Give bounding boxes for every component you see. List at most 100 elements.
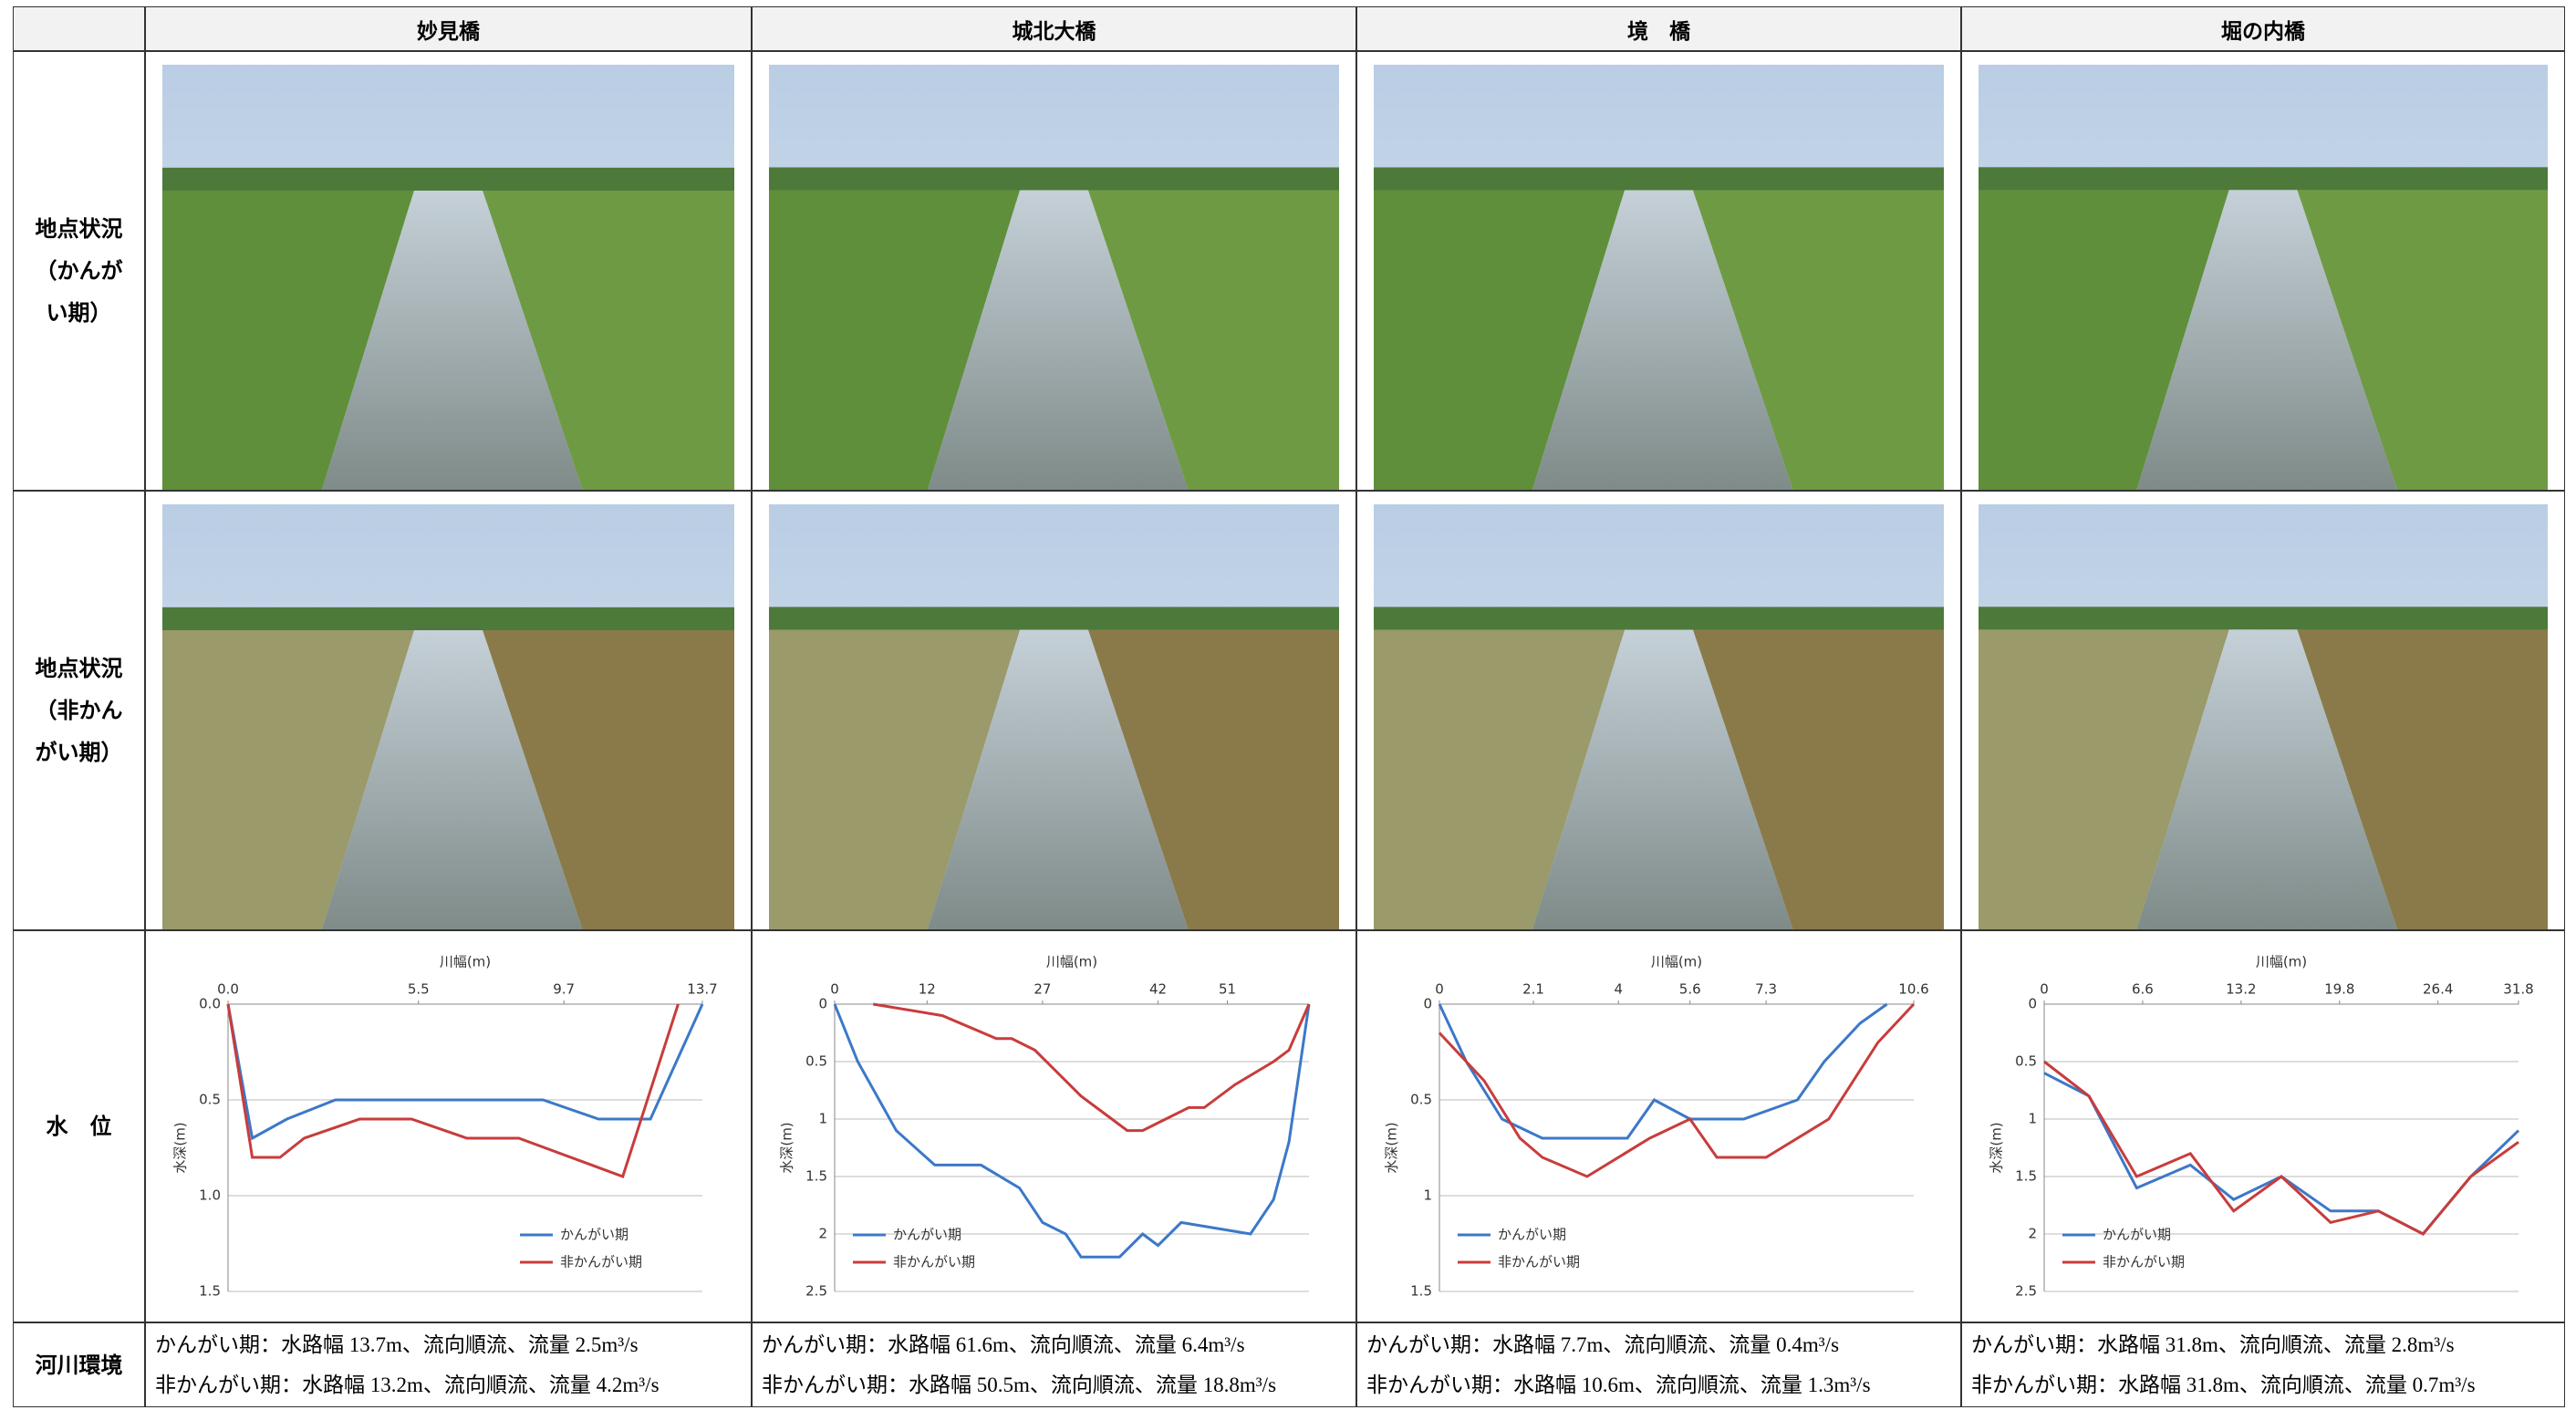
y-tick-label: 0	[818, 996, 827, 1012]
photo-cell	[1356, 491, 1961, 930]
y-tick-label: 1	[2028, 1111, 2037, 1127]
y-tick-label: 0.5	[199, 1092, 221, 1108]
site-photo	[769, 504, 1339, 930]
site-photo	[769, 65, 1339, 491]
page: 妙見橋城北大橋境 橋堀の内橋地点状況（かんがい期）地点状況（非かんがい期）水 位…	[0, 0, 2576, 1410]
x-tick-label: 6.6	[2132, 981, 2154, 998]
x-axis-label: 川幅(m)	[440, 954, 491, 970]
y-tick-label: 2	[2028, 1226, 2037, 1242]
x-tick-label: 5.5	[408, 981, 430, 998]
site-photo	[1979, 65, 2548, 491]
legend-label: かんがい期	[560, 1227, 628, 1243]
legend-label: 非かんがい期	[1498, 1254, 1580, 1270]
site-photo	[162, 504, 734, 930]
x-tick-label: 0	[830, 981, 839, 998]
x-tick-label: 12	[919, 981, 936, 998]
y-tick-label: 1	[1423, 1187, 1432, 1204]
column-header: 城北大橋	[752, 6, 1356, 51]
row-label: 地点状況（非かんがい期）	[13, 491, 145, 930]
y-tick-label: 0.5	[1410, 1092, 1432, 1108]
x-axis-label: 川幅(m)	[2256, 954, 2307, 970]
x-tick-label: 0	[2040, 981, 2049, 998]
x-tick-label: 27	[1034, 981, 1051, 998]
x-axis-label: 川幅(m)	[1651, 954, 1702, 970]
x-tick-label: 31.8	[2503, 981, 2533, 998]
environment-text: かんがい期：水路幅 7.7m、流向順流、流量 0.4m³/s	[1366, 1325, 1951, 1365]
series-line	[1439, 1004, 1914, 1177]
photo-cell	[1356, 51, 1961, 491]
x-tick-label: 13.2	[2226, 981, 2256, 998]
environment-text: かんがい期：水路幅 31.8m、流向順流、流量 2.8m³/s	[1971, 1325, 2555, 1365]
y-axis-label: 水深(m)	[1384, 1122, 1400, 1173]
row-label: 水 位	[13, 930, 145, 1322]
y-tick-label: 2	[818, 1226, 827, 1242]
series-line	[2044, 1073, 2519, 1234]
corner-cell	[13, 6, 145, 51]
environment-text: 非かんがい期：水路幅 50.5m、流向順流、流量 18.8m³/s	[762, 1365, 1346, 1405]
y-axis-label: 水深(m)	[779, 1122, 795, 1173]
row-label: 河川環境	[13, 1322, 145, 1407]
series-line	[228, 1004, 702, 1138]
y-tick-label: 1	[818, 1111, 827, 1127]
y-tick-label: 0.5	[805, 1053, 827, 1070]
photo-cell	[752, 491, 1356, 930]
column-header: 境 橋	[1356, 6, 1961, 51]
legend-label: 非かんがい期	[2103, 1254, 2185, 1270]
legend-label: 非かんがい期	[893, 1254, 975, 1270]
x-tick-label: 19.8	[2324, 981, 2354, 998]
y-tick-label: 1.0	[199, 1187, 221, 1204]
x-tick-label: 4	[1614, 981, 1623, 998]
chart: 0 0.5 1 1.5 2 2.5 0 6.6 13.2 19.8 26.4 31.8 川幅(m) 水深(…	[1962, 931, 2564, 1321]
column-header: 堀の内橋	[1961, 6, 2565, 51]
legend-label: かんがい期	[893, 1227, 961, 1243]
series-line	[835, 1004, 1309, 1257]
x-tick-label: 26.4	[2423, 981, 2453, 998]
x-tick-label: 2.1	[1522, 981, 1544, 998]
x-tick-label: 7.3	[1755, 981, 1777, 998]
legend-label: かんがい期	[2103, 1227, 2171, 1243]
environment-text: 非かんがい期：水路幅 31.8m、流向順流、流量 0.7m³/s	[1971, 1365, 2555, 1405]
row-label: 地点状況（かんがい期）	[13, 51, 145, 491]
photo-cell	[145, 51, 752, 491]
y-tick-label: 0	[2028, 996, 2037, 1012]
series-line	[873, 1004, 1309, 1131]
legend-label: かんがい期	[1498, 1227, 1566, 1243]
site-photo	[1374, 65, 1944, 491]
x-tick-label: 5.6	[1679, 981, 1701, 998]
legend-label: 非かんがい期	[560, 1254, 642, 1270]
y-tick-label: 0.5	[2015, 1053, 2037, 1070]
environment-text: かんがい期：水路幅 61.6m、流向順流、流量 6.4m³/s	[762, 1325, 1346, 1365]
y-tick-label: 0.0	[199, 996, 221, 1012]
site-photo	[162, 65, 734, 491]
x-tick-label: 0.0	[217, 981, 239, 998]
x-axis-label: 川幅(m)	[1046, 954, 1097, 970]
y-tick-label: 0	[1423, 996, 1432, 1012]
y-axis-label: 水深(m)	[1989, 1122, 2005, 1173]
y-axis-label: 水深(m)	[172, 1122, 189, 1173]
photo-cell	[145, 491, 752, 930]
photo-cell	[752, 51, 1356, 491]
y-tick-label: 1.5	[2015, 1168, 2037, 1185]
x-tick-label: 13.7	[687, 981, 717, 998]
series-line	[228, 1004, 678, 1177]
site-photo	[1374, 504, 1944, 930]
environment-text: 非かんがい期：水路幅 10.6m、流向順流、流量 1.3m³/s	[1366, 1365, 1951, 1405]
y-tick-label: 1.5	[1410, 1283, 1432, 1300]
environment-text: 非かんがい期：水路幅 13.2m、流向順流、流量 4.2m³/s	[155, 1365, 742, 1405]
x-tick-label: 51	[1219, 981, 1236, 998]
y-tick-label: 2.5	[2015, 1283, 2037, 1300]
environment-text: かんがい期：水路幅 13.7m、流向順流、流量 2.5m³/s	[155, 1325, 742, 1365]
photo-cell	[1961, 51, 2565, 491]
y-tick-label: 1.5	[199, 1283, 221, 1300]
x-tick-label: 0	[1435, 981, 1444, 998]
column-header: 妙見橋	[145, 6, 752, 51]
